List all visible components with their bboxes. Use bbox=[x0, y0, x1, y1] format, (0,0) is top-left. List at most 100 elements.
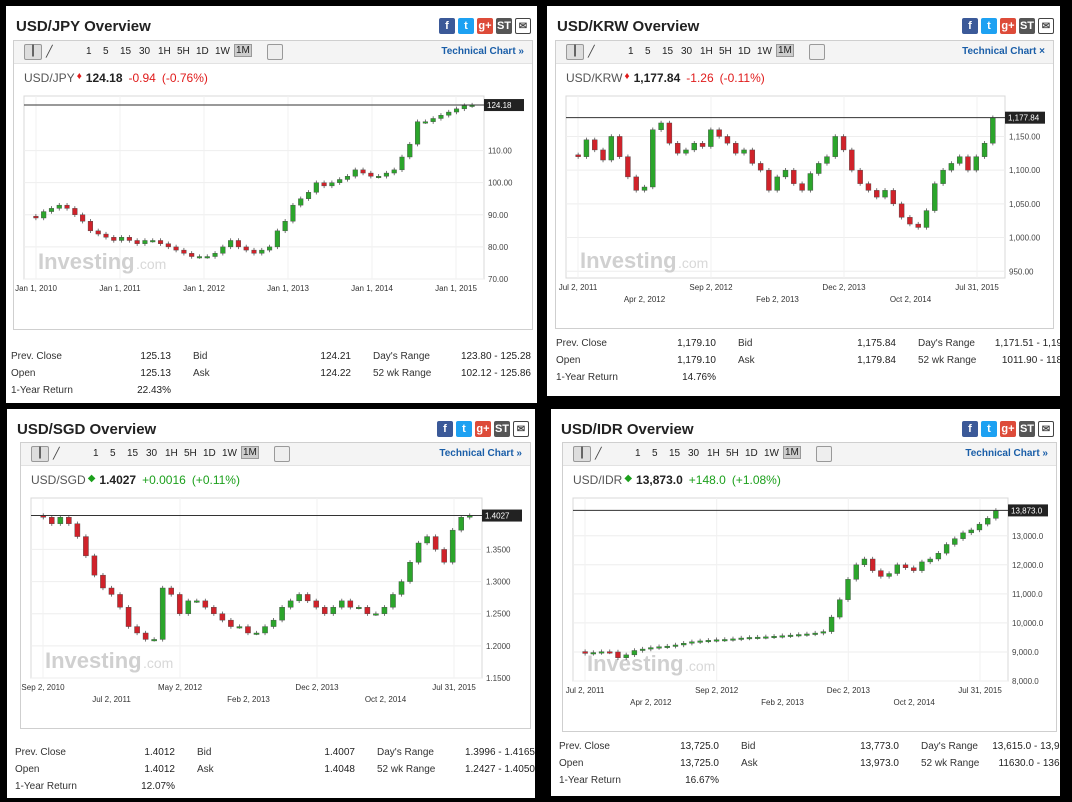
stat-label: Day's Range bbox=[377, 747, 434, 758]
timeframe-30[interactable]: 30 bbox=[688, 448, 700, 459]
candle bbox=[741, 149, 747, 154]
google-plus-icon[interactable]: g+ bbox=[1000, 18, 1016, 34]
timeframe-1h[interactable]: 1H bbox=[700, 46, 713, 57]
quote-symbol: USD/SGD bbox=[31, 473, 86, 487]
twitter-icon[interactable]: t bbox=[981, 18, 997, 34]
candle bbox=[815, 163, 822, 174]
candle bbox=[607, 651, 613, 654]
mail-icon[interactable]: ✉ bbox=[515, 18, 531, 34]
candle bbox=[699, 142, 706, 147]
timeframe-30[interactable]: 30 bbox=[681, 46, 693, 57]
candle bbox=[446, 111, 452, 116]
candle bbox=[407, 562, 413, 582]
stat-row: Ask bbox=[741, 758, 758, 769]
timeframe-1w[interactable]: 1W bbox=[215, 46, 230, 57]
fullscreen-icon[interactable] bbox=[816, 446, 832, 462]
timeframe-15[interactable]: 15 bbox=[662, 46, 674, 57]
candlestick-chart-icon[interactable]: ┃ bbox=[24, 44, 42, 60]
stat-label: Bid bbox=[741, 741, 756, 752]
candle bbox=[33, 215, 39, 219]
stocktwits-icon[interactable]: ST bbox=[1019, 421, 1035, 437]
y-tick-label: 1,050.00 bbox=[1009, 200, 1041, 209]
mail-icon[interactable]: ✉ bbox=[1038, 18, 1054, 34]
facebook-icon[interactable]: f bbox=[962, 421, 978, 437]
timeframe-5[interactable]: 5 bbox=[652, 448, 658, 459]
y-tick-label: 10,000.0 bbox=[1012, 619, 1044, 628]
technical-chart-link[interactable]: Technical Chart » bbox=[439, 448, 522, 459]
stat-label: Prev. Close bbox=[559, 741, 610, 752]
timeframe-1w[interactable]: 1W bbox=[757, 46, 772, 57]
candlestick-chart-icon[interactable]: ┃ bbox=[573, 446, 591, 462]
timeframe-5h[interactable]: 5H bbox=[719, 46, 732, 57]
stat-value: 13,725.0 bbox=[680, 741, 719, 752]
fullscreen-icon[interactable] bbox=[274, 446, 290, 462]
timeframe-5[interactable]: 5 bbox=[110, 448, 116, 459]
timeframe-30[interactable]: 30 bbox=[139, 46, 151, 57]
facebook-icon[interactable]: f bbox=[962, 18, 978, 34]
timeframe-1m[interactable]: 1M bbox=[234, 44, 252, 57]
google-plus-icon[interactable]: g+ bbox=[477, 18, 493, 34]
facebook-icon[interactable]: f bbox=[437, 421, 453, 437]
timeframe-15[interactable]: 15 bbox=[669, 448, 681, 459]
timeframe-1h[interactable]: 1H bbox=[165, 448, 178, 459]
fullscreen-icon[interactable] bbox=[267, 44, 283, 60]
stat-label: Prev. Close bbox=[11, 351, 62, 362]
timeframe-1h[interactable]: 1H bbox=[158, 46, 171, 57]
timeframe-5h[interactable]: 5H bbox=[184, 448, 197, 459]
timeframe-1m[interactable]: 1M bbox=[241, 446, 259, 459]
x-tick-label: Jan 1, 2015 bbox=[435, 284, 477, 293]
investing-watermark-suffix: .com bbox=[685, 658, 715, 674]
google-plus-icon[interactable]: g+ bbox=[475, 421, 491, 437]
twitter-icon[interactable]: t bbox=[981, 421, 997, 437]
timeframe-1d[interactable]: 1D bbox=[203, 448, 216, 459]
timeframe-1[interactable]: 1 bbox=[93, 448, 99, 459]
line-chart-icon[interactable]: ╱ bbox=[46, 46, 53, 58]
timeframe-1[interactable]: 1 bbox=[86, 46, 92, 57]
timeframe-1d[interactable]: 1D bbox=[745, 448, 758, 459]
candle bbox=[650, 129, 656, 188]
twitter-icon[interactable]: t bbox=[456, 421, 472, 437]
stat-row: Open bbox=[556, 355, 580, 366]
timeframe-5[interactable]: 5 bbox=[645, 46, 651, 57]
facebook-icon[interactable]: f bbox=[439, 18, 455, 34]
fullscreen-icon[interactable] bbox=[809, 44, 825, 60]
candle bbox=[799, 183, 805, 191]
timeframe-1m[interactable]: 1M bbox=[783, 446, 801, 459]
timeframe-1d[interactable]: 1D bbox=[196, 46, 209, 57]
stocktwits-icon[interactable]: ST bbox=[1019, 18, 1035, 34]
mail-icon[interactable]: ✉ bbox=[513, 421, 529, 437]
timeframe-1[interactable]: 1 bbox=[628, 46, 634, 57]
candlestick-chart-icon[interactable]: ┃ bbox=[566, 44, 584, 60]
technical-chart-link[interactable]: Technical Chart » bbox=[441, 46, 524, 57]
timeframe-5h[interactable]: 5H bbox=[726, 448, 739, 459]
line-chart-icon[interactable]: ╱ bbox=[53, 448, 60, 460]
stocktwits-icon[interactable]: ST bbox=[496, 18, 512, 34]
twitter-icon[interactable]: t bbox=[458, 18, 474, 34]
line-chart-icon[interactable]: ╱ bbox=[588, 46, 595, 58]
google-plus-icon[interactable]: g+ bbox=[1000, 421, 1016, 437]
timeframe-1w[interactable]: 1W bbox=[764, 448, 779, 459]
mail-icon[interactable]: ✉ bbox=[1038, 421, 1054, 437]
timeframe-1d[interactable]: 1D bbox=[738, 46, 751, 57]
candle bbox=[878, 570, 884, 577]
timeframe-15[interactable]: 15 bbox=[127, 448, 139, 459]
candle bbox=[658, 122, 664, 130]
timeframe-15[interactable]: 15 bbox=[120, 46, 132, 57]
timeframe-1[interactable]: 1 bbox=[635, 448, 641, 459]
timeframe-30[interactable]: 30 bbox=[146, 448, 158, 459]
timeframe-5[interactable]: 5 bbox=[103, 46, 109, 57]
x-tick-label: Sep 2, 2012 bbox=[689, 283, 733, 292]
technical-chart-link[interactable]: Technical Chart » bbox=[965, 448, 1048, 459]
timeframe-1m[interactable]: 1M bbox=[776, 44, 794, 57]
technical-chart-link[interactable]: Technical Chart × bbox=[962, 46, 1045, 57]
candle bbox=[960, 532, 966, 539]
timeframe-1w[interactable]: 1W bbox=[222, 448, 237, 459]
stocktwits-icon[interactable]: ST bbox=[494, 421, 510, 437]
candle bbox=[321, 182, 327, 187]
candlestick-chart-icon[interactable]: ┃ bbox=[31, 446, 49, 462]
timeframe-5h[interactable]: 5H bbox=[177, 46, 190, 57]
timeframe-1h[interactable]: 1H bbox=[707, 448, 720, 459]
line-chart-icon[interactable]: ╱ bbox=[595, 448, 602, 460]
candle bbox=[774, 176, 780, 191]
last-price-label: 13,873.0 bbox=[1011, 506, 1043, 515]
